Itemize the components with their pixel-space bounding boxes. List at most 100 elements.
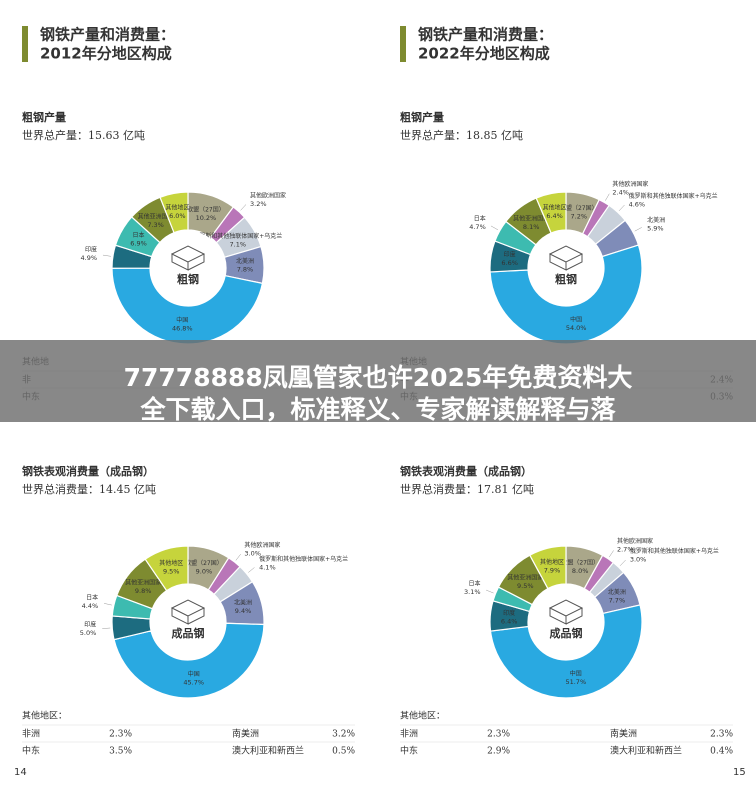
segment-name: 其他欧洲国家 <box>244 541 280 549</box>
segment-name: 日本 <box>86 594 98 602</box>
segment-name: 北美洲 <box>236 257 254 265</box>
segment-label: 3.2% <box>250 200 267 208</box>
leader-line <box>102 254 111 257</box>
heading: 钢铁产量和消费量： <box>40 26 175 44</box>
segment-label: 3.1% <box>464 588 481 596</box>
others-cell: 澳大利亚和新西兰 <box>610 745 682 757</box>
segment-name: 俄罗斯和其他独联体国家+乌克兰 <box>259 555 348 563</box>
segment-label: 4.1% <box>259 564 276 572</box>
others-cell: 非洲 <box>400 728 418 740</box>
segment-name: 其他亚洲国家 <box>138 213 174 221</box>
leader-line <box>248 567 255 573</box>
segment-name: 中国 <box>188 670 200 678</box>
section-total: 世界总消费量：14.45 亿吨 <box>22 482 156 496</box>
segment-name: 其他地区 <box>540 558 564 566</box>
segment-label: 54.0% <box>566 324 587 332</box>
section-title: 粗钢产量 <box>22 110 66 124</box>
segment-label: 4.6% <box>629 201 646 209</box>
segment-label: 5.9% <box>647 225 664 233</box>
segment-name: 其他亚洲国家 <box>507 574 543 582</box>
leader-line <box>486 589 494 594</box>
others-cell: 0.5% <box>332 747 355 757</box>
steel-icon <box>170 599 206 625</box>
donut-segment <box>111 267 264 345</box>
segment-label: 10.2% <box>196 214 217 222</box>
section-title: 粗钢产量 <box>400 110 444 124</box>
center-label: 成品钢 <box>550 626 583 640</box>
segment-label: 3.0% <box>630 556 647 564</box>
others-cell: 2.3% <box>109 730 132 740</box>
segment-label: 4.7% <box>469 223 486 231</box>
segment-label: 7.8% <box>237 266 254 274</box>
heading-bar <box>400 26 406 62</box>
segment-name: 欧盟（27国） <box>187 205 225 213</box>
others-cell: 中东 <box>400 745 418 757</box>
steel-icon <box>170 245 206 271</box>
heading: 2022年分地区构成 <box>418 45 550 63</box>
segment-label: 51.7% <box>565 678 586 686</box>
leader-line <box>605 193 610 201</box>
leader-line <box>634 227 642 232</box>
segment-label: 6.6% <box>501 259 518 267</box>
segment-label: 8.1% <box>523 223 540 231</box>
donut-segment <box>113 622 265 699</box>
segment-name: 日本 <box>133 231 145 239</box>
donut-segment <box>528 545 567 590</box>
segment-label: 9.5% <box>163 568 180 576</box>
leader-line <box>619 559 626 566</box>
heading: 2012年分地区构成 <box>40 45 172 63</box>
leader-line <box>609 550 614 558</box>
donut-segment <box>489 244 643 345</box>
segment-label: 9.4% <box>235 607 252 615</box>
leader-line <box>103 603 112 606</box>
segment-label: 8.0% <box>572 567 589 575</box>
segment-name: 其他地区 <box>159 559 183 567</box>
donut-segment <box>535 191 567 234</box>
segment-label: 7.9% <box>544 567 561 575</box>
others-cell: 0.4% <box>710 747 733 757</box>
leader-line <box>102 627 111 629</box>
segment-label: 9.5% <box>517 582 534 590</box>
donut-segment <box>159 191 189 234</box>
segment-name: 欧盟（27国） <box>560 204 598 212</box>
segment-name: 俄罗斯和其他独联体国家+乌克兰 <box>630 547 719 555</box>
segment-name: 其他欧洲国家 <box>250 192 286 200</box>
heading: 钢铁产量和消费量： <box>418 26 553 44</box>
segment-name: 北美洲 <box>234 599 252 607</box>
segment-label: 6.4% <box>546 212 563 220</box>
segment-name: 北美洲 <box>647 216 665 224</box>
center-label: 粗钢 <box>555 272 577 286</box>
donut-segment <box>144 545 189 592</box>
donut-segment <box>489 604 643 699</box>
segment-label: 4.4% <box>82 602 99 610</box>
segment-label: 2.7% <box>617 545 634 553</box>
segment-label: 5.0% <box>80 629 97 637</box>
page-number: 15 <box>733 767 746 778</box>
segment-label: 6.4% <box>501 617 518 625</box>
banner-text: 77778888凤凰管家也许2025年免费资料大 <box>124 363 633 392</box>
segment-label: 3.0% <box>244 549 261 557</box>
segment-name: 印度 <box>504 251 516 259</box>
banner <box>0 340 756 422</box>
segment-label: 9.8% <box>135 587 152 595</box>
segment-name: 日本 <box>469 579 481 587</box>
others-cell: 3.5% <box>109 747 132 757</box>
segment-name: 中国 <box>570 316 582 324</box>
leader-line <box>240 204 247 211</box>
others-title: 其他地区： <box>22 710 67 722</box>
segment-label: 9.0% <box>196 567 213 575</box>
segment-label: 7.3% <box>147 221 164 229</box>
section-total: 世界总产量：15.63 亿吨 <box>22 128 145 142</box>
segment-name: 其他地区 <box>165 204 189 212</box>
segment-name: 日本 <box>474 215 486 223</box>
segment-name: 其他地区 <box>543 204 567 212</box>
heading-bar <box>22 26 28 62</box>
others-cell: 南美洲 <box>610 728 637 740</box>
segment-name: 印度 <box>503 609 515 617</box>
segment-name: 印度 <box>84 621 96 629</box>
segment-label: 2.4% <box>612 189 629 197</box>
segment-name: 其他欧洲国家 <box>612 180 648 188</box>
segment-name: 印度 <box>85 246 97 254</box>
segment-label: 46.8% <box>172 325 193 333</box>
others-cell: 2.3% <box>487 730 510 740</box>
